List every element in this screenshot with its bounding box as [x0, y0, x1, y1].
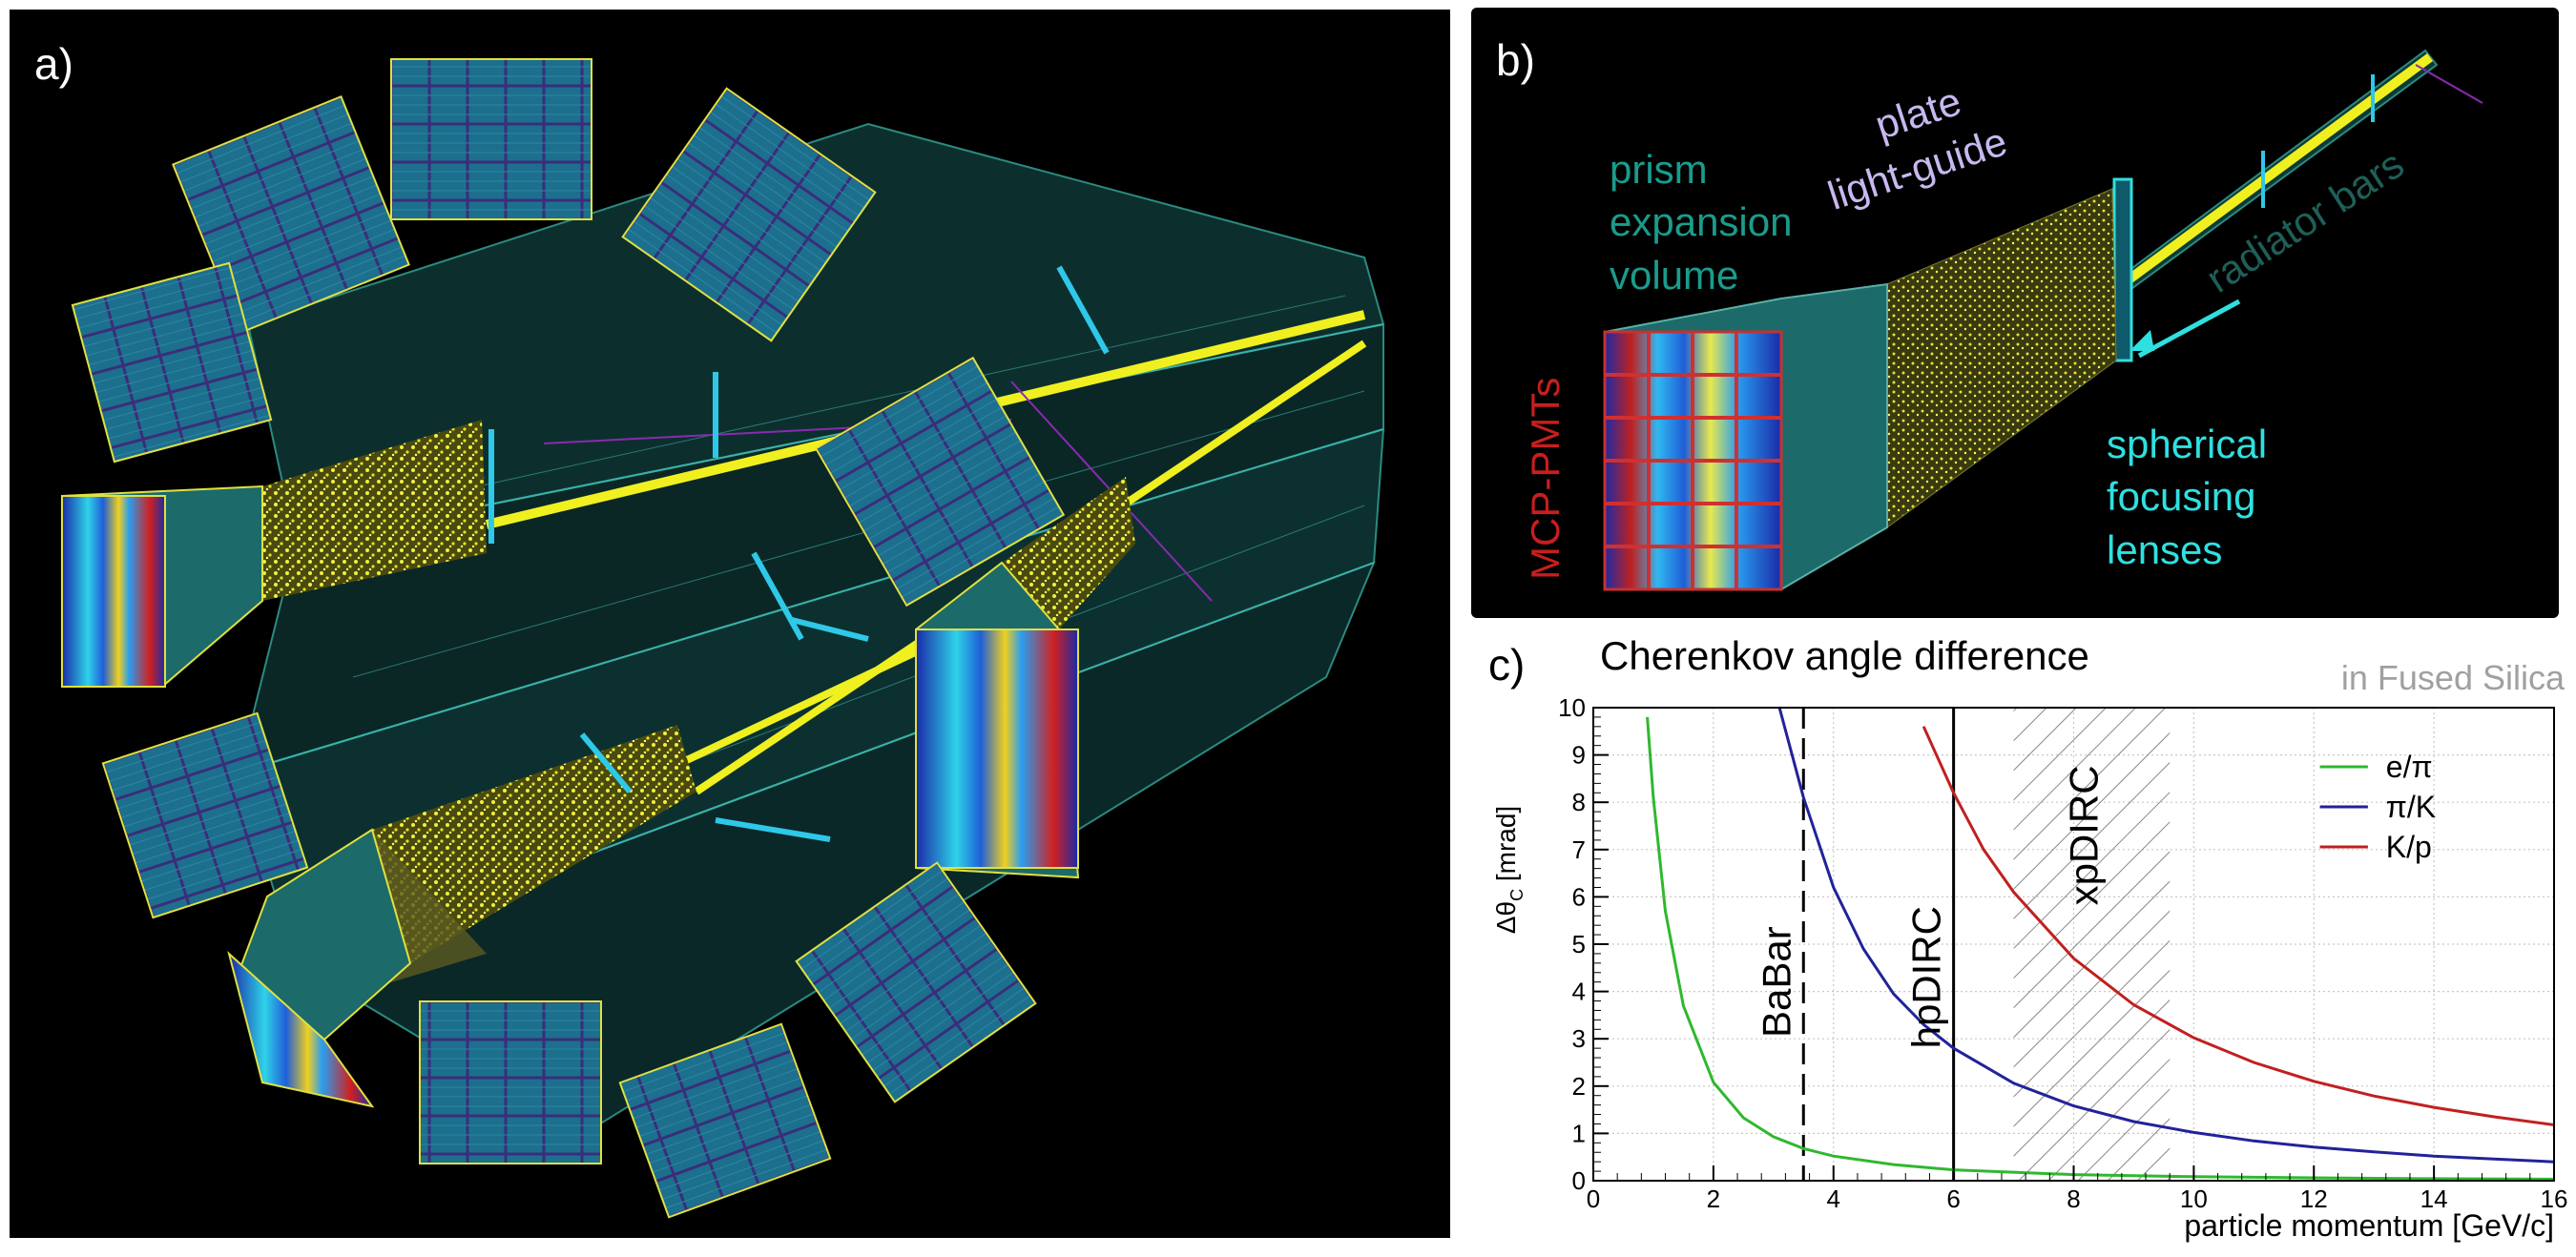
y-tick-label: 10: [1558, 693, 1586, 722]
xpdirc-hatched-band: [2013, 708, 2171, 1181]
panel-b-label: b): [1496, 35, 1535, 85]
prism-label-line: expansion: [1610, 199, 1793, 245]
radiator-bar: [2117, 52, 2433, 291]
y-axis-label: ΔθC [mrad]: [1491, 806, 1527, 934]
y-tick-label: 3: [1572, 1024, 1586, 1053]
panel-c-chart: c) Cherenkov angle difference in Fused S…: [1471, 629, 2568, 1249]
spherical-lens-block: [2112, 177, 2133, 362]
chart-title: Cherenkov angle difference: [1600, 633, 2089, 678]
panel-b-single-sector: b) prism expansion volume plate light-gu…: [1471, 8, 2559, 618]
x-tick-label: 10: [2180, 1185, 2208, 1213]
series-line: [1922, 726, 2554, 1126]
xpdirc-label: xpDIRC: [2061, 765, 2106, 905]
legend-label: K/p: [2386, 830, 2432, 864]
plate-light-guide: [1886, 188, 2117, 528]
lens-arrow: [2137, 299, 2241, 359]
x-tick-label: 0: [1587, 1185, 1600, 1213]
x-tick-label: 8: [2067, 1185, 2080, 1213]
chart-subtitle: in Fused Silica: [2340, 658, 2565, 697]
mcp-pmts-label: MCP-PMTs: [1523, 377, 1568, 580]
spherical-lenses-label: spherical focusing lenses: [2107, 418, 2267, 576]
y-tick-label: 4: [1572, 978, 1586, 1006]
y-tick-label: 1: [1572, 1119, 1586, 1147]
lens-label-line: spherical: [2107, 422, 2268, 466]
legend-label: π/K: [2386, 790, 2436, 824]
x-tick-label: 2: [1707, 1185, 1720, 1213]
x-tick-label: 12: [2300, 1185, 2328, 1213]
y-tick-label: 2: [1572, 1072, 1586, 1101]
prism-label-line: prism: [1610, 147, 1708, 192]
panel-a-label: a): [34, 39, 73, 89]
bar-lenses: [2261, 74, 2375, 208]
prism-label-line: volume: [1610, 252, 1739, 298]
lens-label-line: lenses: [2107, 526, 2223, 572]
series-line: [1646, 716, 2554, 1181]
mcp-pmt-grid: [1605, 332, 1781, 589]
pmt-planes: [71, 58, 1066, 1219]
y-tick-label: 7: [1572, 835, 1586, 864]
y-tick-label: 9: [1572, 741, 1586, 770]
panel-c-label: c): [1488, 640, 1526, 690]
x-tick-label: 4: [1827, 1185, 1840, 1213]
hpdirc-label: hpDIRC: [1904, 906, 1949, 1048]
x-tick-label: 16: [2541, 1185, 2568, 1213]
prism-expansion-volumes: [61, 484, 1080, 1108]
panel-a-barrel-geometry: a): [10, 10, 1450, 1238]
babar-label: BaBar: [1754, 926, 1798, 1038]
prism-expansion-label: prism expansion volume: [1610, 143, 1792, 301]
lens-label-line: focusing: [2107, 474, 2256, 520]
x-tick-label: 14: [2420, 1185, 2448, 1213]
x-tick-label: 6: [1946, 1185, 1960, 1213]
single-sector-drawing: [1603, 49, 2483, 591]
x-axis-label: particle momentum [GeV/c]: [2184, 1208, 2554, 1243]
y-tick-label: 5: [1572, 930, 1586, 958]
barrel-geometry-drawing: [61, 58, 1385, 1219]
y-tick-label: 8: [1572, 788, 1586, 816]
y-tick-label: 0: [1572, 1166, 1586, 1195]
focusing-lenses: [488, 265, 1110, 842]
y-tick-label: 6: [1572, 882, 1586, 911]
series-line: [1777, 708, 2554, 1164]
legend-label: e/π: [2386, 750, 2433, 784]
